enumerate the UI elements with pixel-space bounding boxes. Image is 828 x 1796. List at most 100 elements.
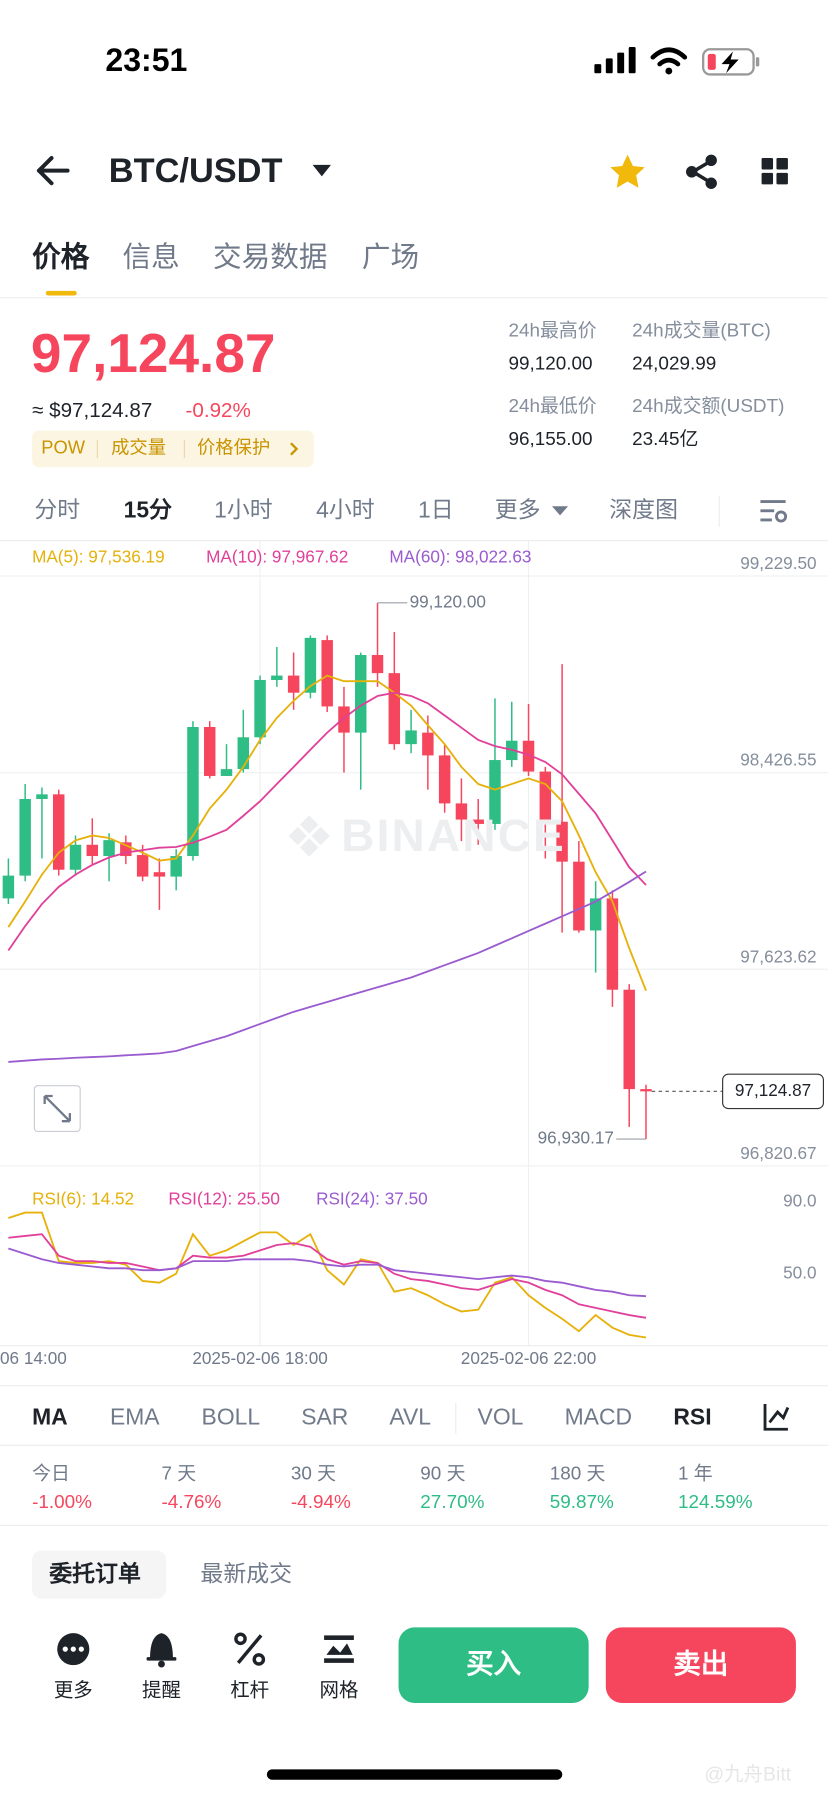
candle-body (120, 842, 132, 857)
watermark-logo (288, 815, 330, 857)
usd-price: ≈ $97,124.87 (32, 398, 153, 422)
favorite-star[interactable] (610, 154, 645, 188)
more-icon[interactable] (57, 1633, 90, 1666)
candle-body (472, 819, 484, 824)
order-tab[interactable]: 最新成交 (200, 1562, 293, 1588)
active-order-tab[interactable] (32, 1550, 167, 1599)
indicator-tab[interactable]: BOLL (201, 1405, 261, 1431)
grid-trading-icon[interactable] (324, 1635, 354, 1663)
indicator-tab[interactable]: AVL (389, 1405, 431, 1431)
price-tag: POW (41, 438, 85, 459)
action-label: 网格 (319, 1679, 359, 1702)
indicator-tab[interactable]: VOL (477, 1405, 524, 1431)
indicator-line (8, 1233, 647, 1319)
stat-label: 24h最低价 (508, 395, 597, 417)
tag-chevron (290, 442, 299, 456)
candle-body (573, 861, 585, 931)
candle-body (556, 821, 568, 862)
order-tab[interactable]: 委托订单 (49, 1562, 141, 1588)
stat-label: 24h成交额(USDT) (632, 395, 785, 417)
margin-icon[interactable] (234, 1632, 266, 1666)
share-icon[interactable] (685, 154, 717, 189)
indicator-settings-icon[interactable] (763, 1404, 790, 1431)
performance-period: 今日 (32, 1463, 70, 1484)
interval-tab[interactable]: 深度图 (609, 498, 678, 524)
indicator-tab[interactable]: SAR (301, 1405, 349, 1431)
interval-tab[interactable]: 4小时 (316, 498, 375, 524)
candle-body (19, 798, 31, 876)
interval-tab[interactable]: 更多 (494, 498, 541, 524)
annotation-label: 96,930.17 (538, 1128, 614, 1148)
candle-body (254, 679, 266, 738)
performance-change: 124.59% (677, 1491, 753, 1513)
rsi-tick-label: 50.0 (783, 1262, 816, 1282)
legend-entry: RSI(6): 14.52 (32, 1189, 134, 1209)
rsi-tick-label: 90.0 (783, 1190, 816, 1210)
indicator-line (8, 1211, 647, 1339)
page-tab[interactable]: 广场 (361, 241, 420, 274)
y-tick-label: 99,229.50 (740, 553, 816, 573)
candle-body (187, 726, 199, 857)
legend-entry: MA(5): 97,536.19 (32, 546, 165, 566)
stat-value: 24,029.99 (632, 353, 717, 375)
grid-menu-icon[interactable] (761, 158, 788, 185)
action-label: 杠杆 (230, 1679, 270, 1702)
back-icon[interactable] (36, 156, 70, 186)
candle-body (623, 989, 635, 1090)
battery-cap (755, 57, 760, 67)
candle-body (539, 771, 552, 822)
battery (702, 48, 755, 76)
active-tab-underline (45, 290, 77, 296)
indicator-tab[interactable]: MA (32, 1405, 68, 1431)
candle-body (438, 755, 451, 804)
alert-icon[interactable] (146, 1633, 177, 1668)
chart-watermark: BINANCE (341, 810, 567, 862)
indicator-tab[interactable]: EMA (109, 1405, 160, 1431)
candle-body (53, 794, 65, 870)
performance-period: 90 天 (420, 1463, 466, 1484)
performance-period: 1 年 (677, 1463, 713, 1484)
interval-tab[interactable]: 15分 (123, 498, 173, 524)
page-tab[interactable]: 价格 (32, 241, 90, 274)
candle-body (606, 898, 619, 990)
chart-settings-icon[interactable] (760, 500, 788, 523)
last-price-box (722, 1073, 824, 1110)
page-tab[interactable]: 交易数据 (213, 241, 328, 274)
indicator-line (8, 870, 647, 1063)
buy-button[interactable] (398, 1627, 589, 1703)
interval-tab[interactable]: 1小时 (214, 498, 273, 524)
status-time: 23:51 (105, 42, 188, 78)
pair-dropdown[interactable] (312, 164, 331, 177)
candle-body (455, 803, 468, 820)
charging-bolt (721, 51, 739, 74)
wifi-icon (650, 47, 688, 67)
stat-value: 96,155.00 (508, 429, 593, 450)
performance-change: 59.87% (549, 1491, 614, 1513)
y-tick-label: 98,426.55 (740, 750, 816, 770)
candle-body (589, 898, 602, 931)
candle-body (69, 844, 82, 870)
candle-body (170, 856, 182, 877)
action-label: 提醒 (142, 1679, 181, 1702)
candle-body (287, 675, 300, 693)
performance-change: -4.94% (290, 1491, 351, 1513)
tags-pill[interactable] (32, 430, 314, 468)
candle-body (304, 637, 317, 693)
performance-period: 180 天 (549, 1463, 606, 1484)
signal-icon (594, 46, 636, 74)
interval-tab[interactable]: 分时 (34, 498, 81, 524)
indicator-tab[interactable]: MACD (564, 1405, 633, 1431)
wifi-dot (665, 67, 673, 75)
sell-button[interactable] (605, 1627, 796, 1703)
indicator-tab[interactable]: RSI (673, 1405, 712, 1431)
annotation-label: 99,120.00 (410, 591, 486, 611)
page-tab[interactable]: 信息 (122, 241, 180, 274)
interval-tab[interactable]: 1日 (418, 498, 454, 524)
stat-value: 23.45亿 (632, 429, 699, 450)
candle-body (522, 740, 535, 772)
candle-body (338, 706, 350, 733)
candle-body (220, 769, 233, 776)
performance-change: -4.76% (161, 1491, 222, 1513)
candle-body (355, 655, 367, 733)
